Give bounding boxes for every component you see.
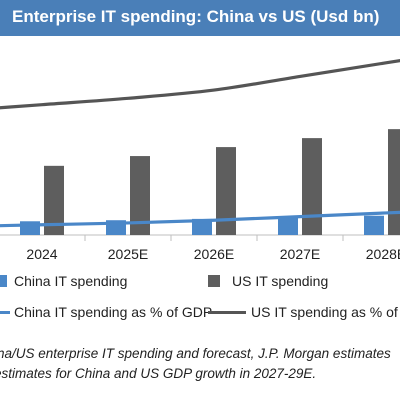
legend-swatch-china-bar bbox=[0, 275, 7, 287]
legend-label-china-gdp-share: China IT spending as % of GDP bbox=[14, 304, 213, 320]
x-tick-label: 2028E bbox=[366, 246, 400, 262]
x-tick-label: 2027E bbox=[280, 246, 320, 262]
x-tick-label: 2024 bbox=[26, 246, 57, 262]
legend-swatch-us-bar bbox=[208, 275, 220, 287]
legend-swatch-china-line bbox=[0, 311, 10, 314]
legend-label-us-it-spending: US IT spending bbox=[232, 273, 329, 289]
bar-us-it-spending bbox=[302, 138, 322, 235]
legend-swatch-us-line bbox=[208, 311, 246, 314]
line-china-gdp-share bbox=[0, 210, 400, 228]
legend-label-us-gdp-share: US IT spending as % of GDP bbox=[251, 304, 400, 320]
bar-china-it-spending bbox=[364, 215, 384, 235]
source-note-line-2: estimates for China and US GDP growth in… bbox=[0, 366, 317, 381]
chart-title: Enterprise IT spending: China vs US (Usd… bbox=[12, 7, 380, 26]
source-note-line-1: ina/US enterprise IT spending and foreca… bbox=[0, 346, 391, 361]
source-note: ina/US enterprise IT spending and foreca… bbox=[0, 344, 400, 384]
bar-china-it-spending bbox=[192, 218, 212, 235]
bar-us-it-spending bbox=[44, 165, 64, 235]
bar-us-it-spending bbox=[130, 156, 150, 235]
chart-plot: 2024 2025E 2026E 2027E 2028E bbox=[0, 58, 400, 262]
legend-label-china-it-spending: China IT spending bbox=[14, 273, 128, 289]
bar-china-it-spending bbox=[278, 217, 298, 235]
title-bar: Enterprise IT spending: China vs US (Usd… bbox=[0, 0, 400, 36]
x-tick-label: 2026E bbox=[194, 246, 234, 262]
bar-us-it-spending bbox=[388, 129, 400, 235]
bar-us-it-spending bbox=[216, 147, 236, 235]
line-us-gdp-share bbox=[0, 58, 400, 110]
x-tick-label: 2025E bbox=[108, 246, 148, 262]
